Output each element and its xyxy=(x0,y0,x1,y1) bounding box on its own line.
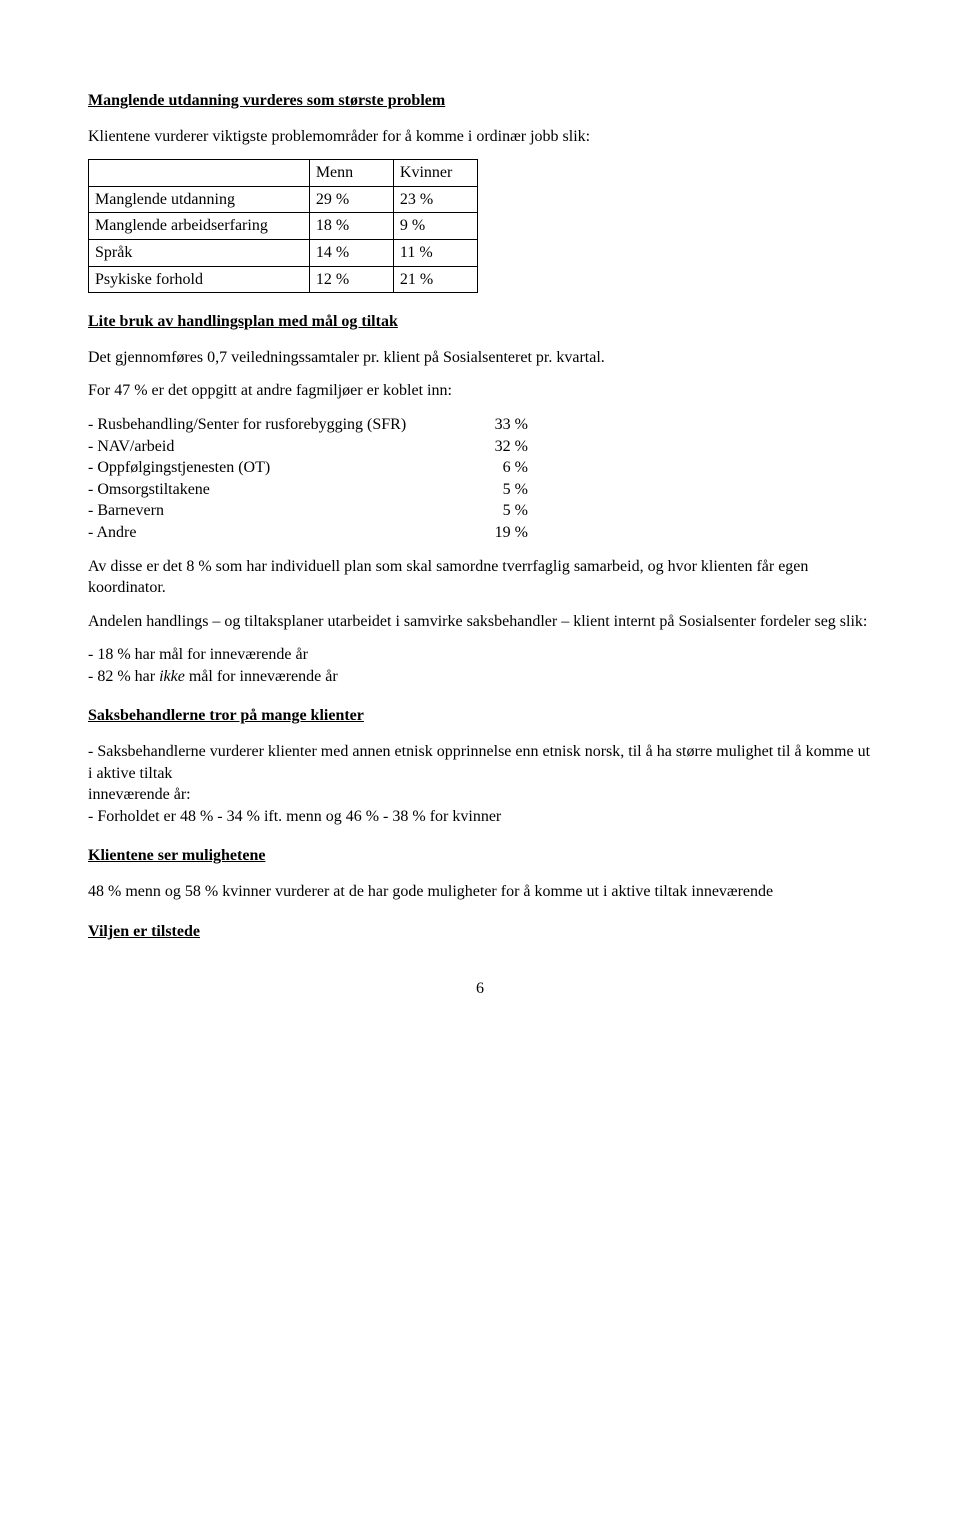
paragraph: 48 % menn og 58 % kvinner vurderer at de… xyxy=(88,881,872,903)
table-col-menn: Menn xyxy=(309,160,393,187)
service-label: - Rusbehandling/Senter for rusforebyggin… xyxy=(88,414,468,436)
table-cell-kvinner: 11 % xyxy=(393,239,477,266)
services-list: - Rusbehandling/Senter for rusforebyggin… xyxy=(88,414,872,544)
service-label: - Andre xyxy=(88,522,468,544)
table-cell-label: Manglende arbeidserfaring xyxy=(89,213,310,240)
list-item: - Omsorgstiltakene 5 % xyxy=(88,479,872,501)
table-cell-menn: 29 % xyxy=(309,186,393,213)
list-item: - Andre 19 % xyxy=(88,522,872,544)
table-row: Manglende utdanning 29 % 23 % xyxy=(89,186,478,213)
table-row: Manglende arbeidserfaring 18 % 9 % xyxy=(89,213,478,240)
bullet-line-suffix: mål for inneværende år xyxy=(185,668,338,685)
section-heading-3: Saksbehandlerne tror på mange klienter xyxy=(88,705,872,727)
section-heading-5: Viljen er tilstede xyxy=(88,921,872,943)
intro-paragraph: Klientene vurderer viktigste problemområ… xyxy=(88,126,872,148)
table-col-kvinner: Kvinner xyxy=(393,160,477,187)
paragraph-block: - Saksbehandlerne vurderer klienter med … xyxy=(88,741,872,827)
table-row: Språk 14 % 11 % xyxy=(89,239,478,266)
list-item: - Barnevern 5 % xyxy=(88,500,872,522)
service-value: 5 % xyxy=(468,479,528,501)
paragraph-line: inneværende år: xyxy=(88,786,191,803)
service-value: 6 % xyxy=(468,457,528,479)
section-heading-4: Klientene ser mulighetene xyxy=(88,845,872,867)
paragraph: Det gjennomføres 0,7 veiledningssamtaler… xyxy=(88,347,872,369)
table-cell-label: Psykiske forhold xyxy=(89,266,310,293)
section-heading-1: Manglende utdanning vurderes som største… xyxy=(88,90,872,112)
service-label: - Omsorgstiltakene xyxy=(88,479,468,501)
paragraph: Andelen handlings – og tiltaksplaner uta… xyxy=(88,611,872,633)
page-number: 6 xyxy=(88,978,872,1000)
section-heading-2: Lite bruk av handlingsplan med mål og ti… xyxy=(88,311,872,333)
table-cell-kvinner: 23 % xyxy=(393,186,477,213)
paragraph: For 47 % er det oppgitt at andre fagmilj… xyxy=(88,380,872,402)
bullet-line-italic: ikke xyxy=(159,668,185,685)
table-cell-kvinner: 21 % xyxy=(393,266,477,293)
table-blank-header xyxy=(89,160,310,187)
paragraph-line: - Forholdet er 48 % - 34 % ift. menn og … xyxy=(88,808,501,825)
bullet-line-prefix: - 82 % har xyxy=(88,668,159,685)
list-item: - NAV/arbeid 32 % xyxy=(88,436,872,458)
list-item: - Oppfølgingstjenesten (OT) 6 % xyxy=(88,457,872,479)
service-value: 19 % xyxy=(468,522,528,544)
service-value: 33 % xyxy=(468,414,528,436)
table-row: Psykiske forhold 12 % 21 % xyxy=(89,266,478,293)
paragraph-line: - Saksbehandlerne vurderer klienter med … xyxy=(88,743,870,782)
list-item: - Rusbehandling/Senter for rusforebyggin… xyxy=(88,414,872,436)
problem-areas-table: Menn Kvinner Manglende utdanning 29 % 23… xyxy=(88,159,478,293)
service-value: 5 % xyxy=(468,500,528,522)
table-cell-menn: 14 % xyxy=(309,239,393,266)
table-cell-label: Språk xyxy=(89,239,310,266)
service-label: - Oppfølgingstjenesten (OT) xyxy=(88,457,468,479)
service-label: - NAV/arbeid xyxy=(88,436,468,458)
goal-bullets: - 18 % har mål for inneværende år - 82 %… xyxy=(88,644,872,687)
service-label: - Barnevern xyxy=(88,500,468,522)
bullet-line: - 18 % har mål for inneværende år xyxy=(88,646,308,663)
table-cell-kvinner: 9 % xyxy=(393,213,477,240)
table-cell-menn: 12 % xyxy=(309,266,393,293)
table-cell-menn: 18 % xyxy=(309,213,393,240)
table-cell-label: Manglende utdanning xyxy=(89,186,310,213)
table-header-row: Menn Kvinner xyxy=(89,160,478,187)
service-value: 32 % xyxy=(468,436,528,458)
paragraph: Av disse er det 8 % som har individuell … xyxy=(88,556,872,599)
